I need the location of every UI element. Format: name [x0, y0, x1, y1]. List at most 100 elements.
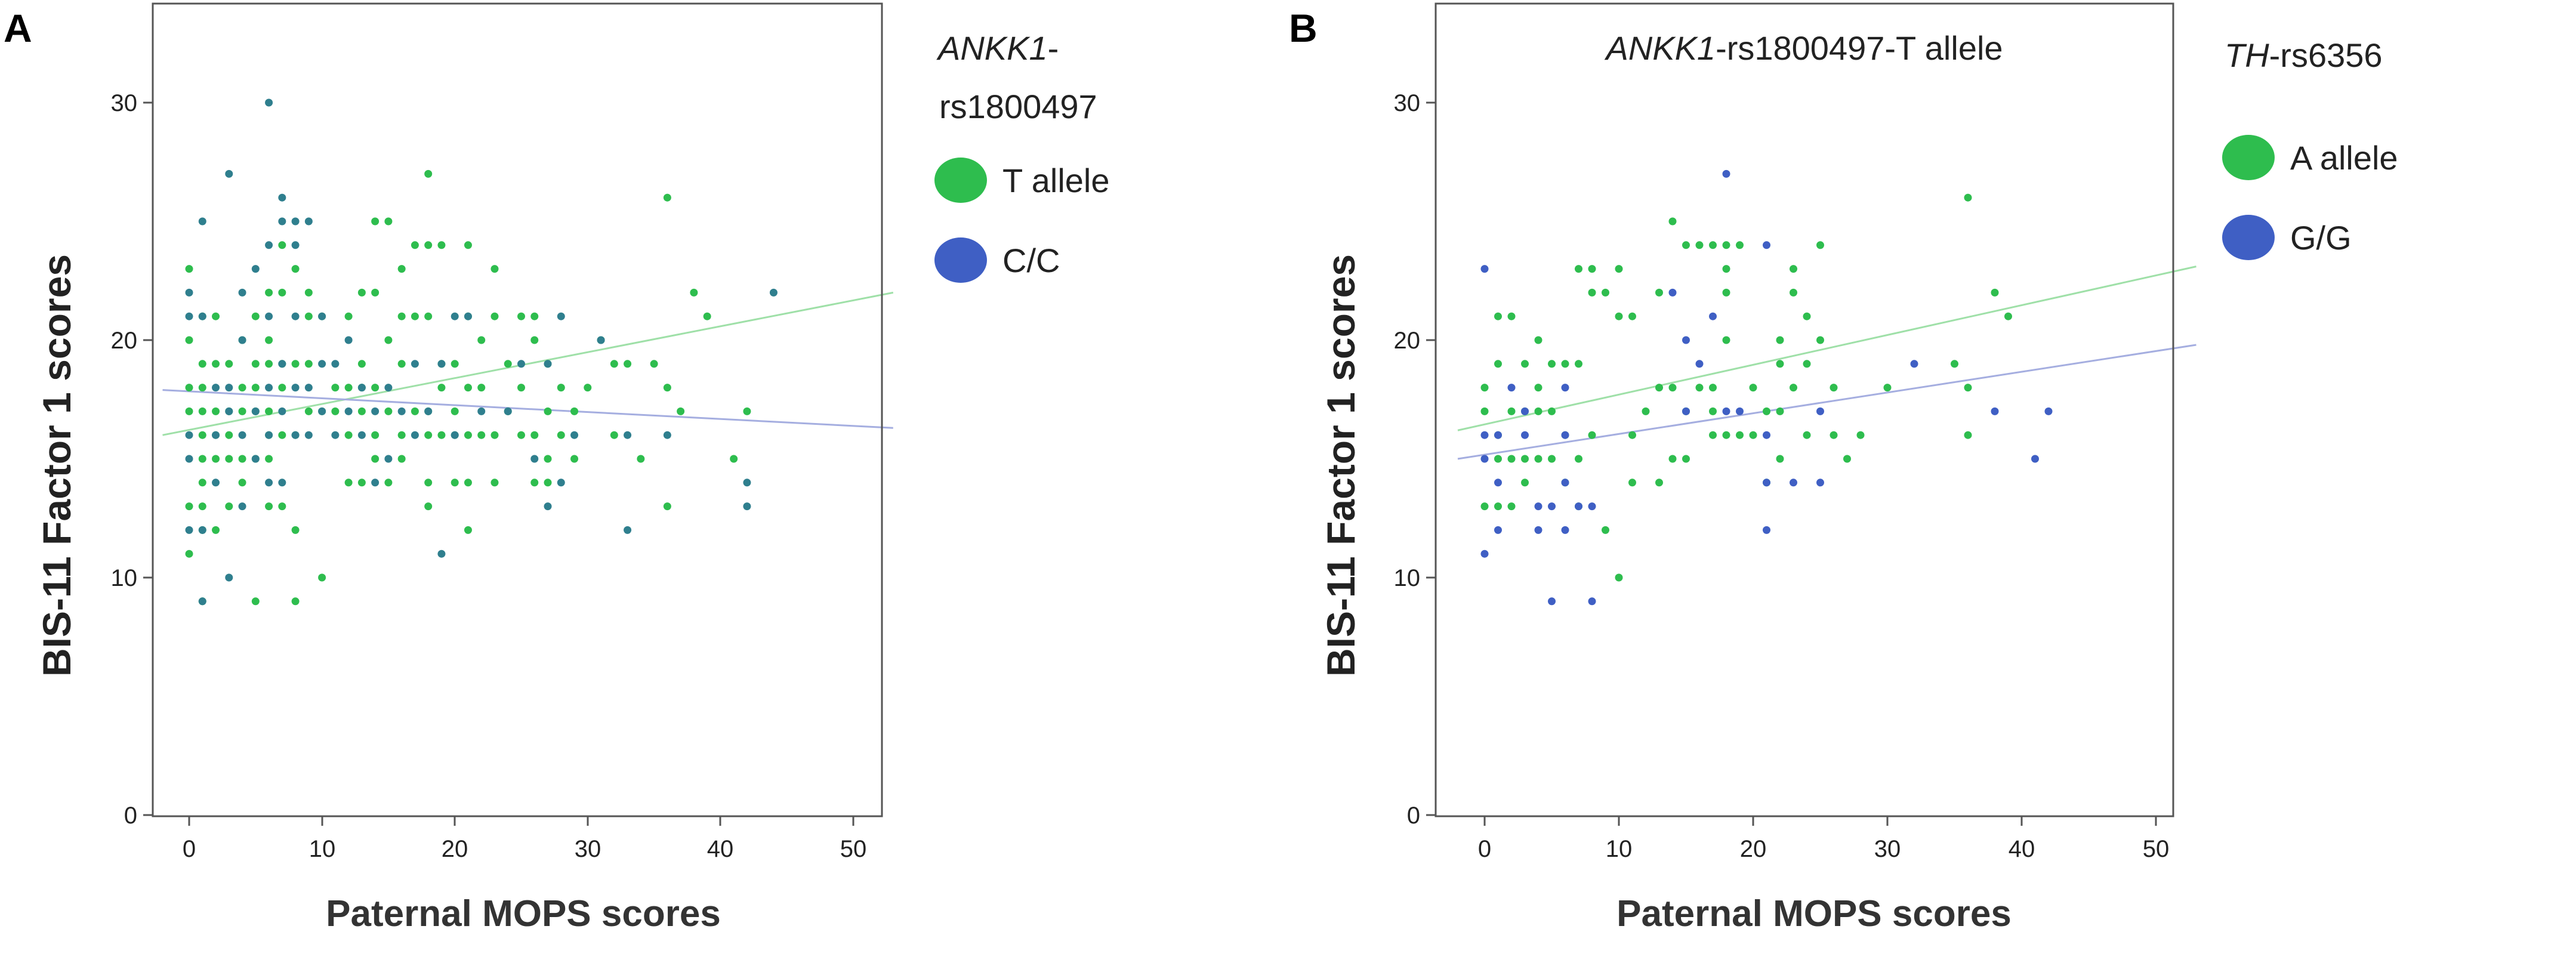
point-a-s0-51: [291, 597, 300, 606]
y-tick-label-a-1: 10: [111, 565, 138, 591]
point-b-s0-16: [1534, 455, 1542, 463]
x-tick-labels-b: 0 10 20 30 40 50: [1478, 836, 2169, 862]
point-a-s1-52: [371, 407, 380, 415]
point-a-s1-55: [397, 407, 406, 415]
point-b-s0-33: [1602, 526, 1609, 534]
point-a-s0-42: [265, 360, 273, 368]
point-a-s0-4: [185, 336, 193, 344]
point-b-s0-11: [1507, 312, 1516, 320]
point-a-s1-7: [198, 312, 206, 320]
point-b-s0-54: [1709, 407, 1717, 415]
point-a-s0-41: [265, 407, 273, 415]
plot-area-b: [1457, 169, 2196, 606]
point-a-s1-75: [624, 431, 632, 439]
point-a-s1-68: [544, 502, 552, 511]
point-a-s0-54: [291, 360, 300, 368]
point-a-s0-139: [610, 360, 618, 368]
point-a-s0-13: [198, 384, 206, 392]
point-a-s0-37: [251, 312, 260, 320]
point-b-s0-3: [1494, 502, 1502, 511]
point-a-s1-16: [238, 502, 246, 511]
point-a-s0-10: [198, 455, 206, 463]
point-a-s0-149: [730, 455, 738, 463]
point-a-s0-129: [544, 455, 552, 463]
point-a-s0-87: [397, 265, 406, 273]
point-b-s1-18: [1575, 502, 1582, 511]
point-a-s0-136: [584, 384, 592, 392]
y-tick-label-a-3: 30: [111, 90, 138, 116]
point-a-s0-27: [238, 479, 246, 487]
y-tick-labels-b: 0 10 20 30: [1394, 90, 1421, 829]
point-b-s0-18: [1534, 384, 1542, 392]
point-a-s0-106: [464, 526, 472, 534]
point-a-s1-19: [238, 288, 246, 297]
point-a-s0-115: [490, 479, 499, 487]
point-b-s1-24: [1695, 360, 1704, 368]
fit-line-b-0: [1457, 266, 2196, 431]
point-a-s1-40: [304, 384, 313, 392]
point-a-s1-23: [265, 479, 273, 487]
point-a-s0-45: [278, 502, 286, 511]
point-a-s0-16: [212, 526, 220, 534]
point-b-s0-34: [1602, 288, 1609, 297]
point-a-s0-130: [544, 407, 552, 415]
point-a-s0-36: [251, 360, 260, 368]
point-a-s1-8: [198, 217, 206, 226]
point-b-s0-82: [1843, 455, 1851, 463]
point-a-s1-47: [344, 407, 353, 415]
point-b-s0-74: [1790, 265, 1797, 273]
point-b-s0-51: [1695, 384, 1704, 392]
point-a-s1-35: [291, 384, 300, 392]
legend-title-b-rest: -rs6356: [2269, 36, 2383, 74]
point-b-s1-26: [1722, 407, 1730, 415]
point-b-s0-12: [1521, 479, 1529, 487]
legend-label-b-0: A allele: [2290, 139, 2398, 177]
point-a-s0-145: [663, 193, 671, 202]
panel-b: B BIS-11 Factor 1 scores 0 10 20 30 0 10…: [1289, 2, 2398, 934]
point-a-s0-105: [451, 360, 459, 368]
point-b-s0-57: [1722, 431, 1730, 439]
point-b-s1-6: [1494, 431, 1502, 439]
point-b-s1-10: [1534, 526, 1542, 534]
point-a-s0-43: [265, 336, 273, 344]
legend-title-b-gene: TH: [2225, 36, 2269, 74]
point-a-s0-138: [610, 431, 618, 439]
point-a-s1-38: [291, 217, 300, 226]
plot-title-b: ANKK1-rs1800497-T allele: [1604, 29, 2003, 67]
point-b-s0-86: [1964, 431, 1972, 439]
panel-label-a: A: [4, 6, 32, 50]
point-a-s0-11: [198, 431, 206, 439]
legend-marker-b-0: [2222, 135, 2275, 180]
point-a-s1-62: [451, 312, 459, 320]
point-a-s0-79: [384, 479, 393, 487]
point-b-s1-7: [1507, 384, 1516, 392]
point-b-s1-13: [1548, 502, 1556, 511]
point-b-s0-4: [1494, 455, 1502, 463]
point-a-s1-57: [411, 360, 419, 368]
point-a-s0-126: [530, 336, 539, 344]
point-a-s0-30: [238, 384, 246, 392]
point-a-s0-78: [371, 217, 380, 226]
point-b-s1-36: [1910, 360, 1918, 368]
point-a-s1-6: [198, 526, 206, 534]
point-b-s0-68: [1776, 455, 1784, 463]
point-b-s0-78: [1816, 336, 1824, 344]
x-tick-label-a-5: 50: [840, 836, 867, 862]
point-a-s1-12: [225, 573, 233, 582]
y-tick-label-b-2: 20: [1394, 328, 1421, 354]
point-b-s0-27: [1575, 455, 1582, 463]
point-a-s0-108: [464, 431, 472, 439]
point-a-s0-68: [344, 312, 353, 320]
y-tick-label-b-1: 10: [1394, 565, 1421, 591]
point-a-s0-107: [464, 479, 472, 487]
point-a-s1-33: [278, 193, 286, 202]
x-tick-label-a-1: 10: [309, 836, 336, 862]
point-b-s0-45: [1668, 455, 1677, 463]
point-a-s1-45: [331, 431, 340, 439]
point-a-s0-127: [530, 312, 539, 320]
y-axis-title-b: BIS-11 Factor 1 scores: [1319, 254, 1363, 677]
point-a-s1-27: [265, 241, 273, 249]
point-a-s1-41: [304, 217, 313, 226]
point-a-s0-58: [304, 312, 313, 320]
point-a-s0-9: [198, 479, 206, 487]
